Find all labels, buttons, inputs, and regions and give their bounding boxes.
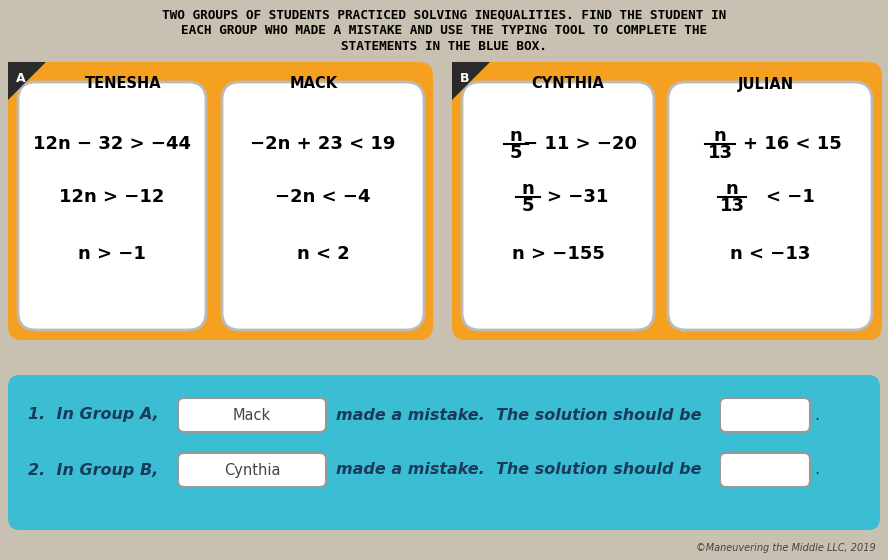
FancyBboxPatch shape <box>668 82 872 330</box>
Polygon shape <box>8 62 46 100</box>
Text: A: A <box>16 72 26 85</box>
Text: 5: 5 <box>522 197 535 215</box>
Text: 13: 13 <box>719 197 744 215</box>
Text: Cynthia: Cynthia <box>224 463 281 478</box>
Text: CYNTHIA: CYNTHIA <box>532 77 605 91</box>
Text: < −1: < −1 <box>765 188 814 206</box>
Text: n < 2: n < 2 <box>297 245 349 263</box>
Text: ©Maneuvering the Middle LLC, 2019: ©Maneuvering the Middle LLC, 2019 <box>696 543 876 553</box>
Text: n: n <box>521 180 535 198</box>
Text: n: n <box>510 127 522 145</box>
FancyBboxPatch shape <box>720 453 810 487</box>
FancyBboxPatch shape <box>8 375 880 530</box>
Text: n > −1: n > −1 <box>78 245 146 263</box>
Text: n < −13: n < −13 <box>730 245 810 263</box>
Text: n > −155: n > −155 <box>511 245 605 263</box>
Text: 13: 13 <box>708 144 733 162</box>
Text: TWO GROUPS OF STUDENTS PRACTICED SOLVING INEQUALITIES. FIND THE STUDENT IN: TWO GROUPS OF STUDENTS PRACTICED SOLVING… <box>162 8 726 21</box>
Text: .: . <box>814 408 819 422</box>
FancyBboxPatch shape <box>720 398 810 432</box>
FancyBboxPatch shape <box>452 62 882 340</box>
Text: made a mistake.  The solution should be: made a mistake. The solution should be <box>336 463 702 478</box>
Text: 2.  In Group B,: 2. In Group B, <box>28 463 158 478</box>
FancyBboxPatch shape <box>462 82 654 330</box>
FancyBboxPatch shape <box>8 62 433 340</box>
Text: − 11 > −20: − 11 > −20 <box>523 135 637 153</box>
Text: EACH GROUP WHO MADE A MISTAKE AND USE THE TYPING TOOL TO COMPLETE THE: EACH GROUP WHO MADE A MISTAKE AND USE TH… <box>181 24 707 37</box>
Text: 5: 5 <box>510 144 522 162</box>
Text: 12n − 32 > −44: 12n − 32 > −44 <box>33 135 191 153</box>
Text: B: B <box>460 72 470 85</box>
Text: 12n > −12: 12n > −12 <box>59 188 164 206</box>
Text: n: n <box>714 127 726 145</box>
Text: MACK: MACK <box>290 77 338 91</box>
Text: + 16 < 15: + 16 < 15 <box>742 135 841 153</box>
FancyBboxPatch shape <box>178 398 326 432</box>
FancyBboxPatch shape <box>222 82 424 330</box>
Text: made a mistake.  The solution should be: made a mistake. The solution should be <box>336 408 702 422</box>
Text: n: n <box>725 180 739 198</box>
Text: −2n + 23 < 19: −2n + 23 < 19 <box>250 135 396 153</box>
Text: STATEMENTS IN THE BLUE BOX.: STATEMENTS IN THE BLUE BOX. <box>341 40 547 53</box>
Text: .: . <box>814 463 819 478</box>
Text: TENESHA: TENESHA <box>84 77 161 91</box>
FancyBboxPatch shape <box>178 453 326 487</box>
FancyBboxPatch shape <box>18 82 206 330</box>
Text: −2n < −4: −2n < −4 <box>275 188 371 206</box>
Text: > −31: > −31 <box>547 188 608 206</box>
Text: JULIAN: JULIAN <box>738 77 794 91</box>
Text: 1.  In Group A,: 1. In Group A, <box>28 408 159 422</box>
Polygon shape <box>452 62 490 100</box>
Text: Mack: Mack <box>233 408 271 422</box>
